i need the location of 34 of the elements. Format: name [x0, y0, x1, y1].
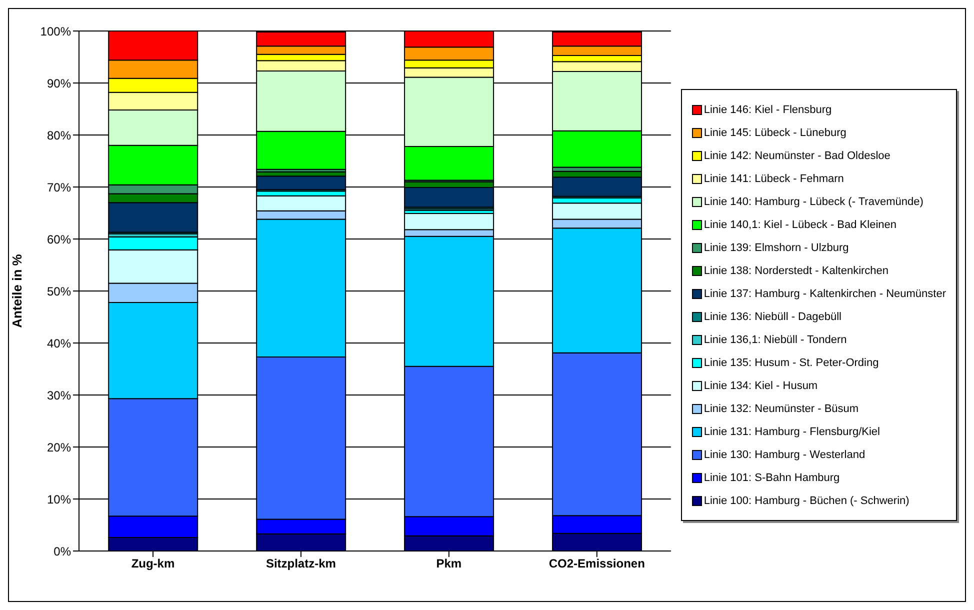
x-tick-label: Zug-km: [131, 556, 175, 571]
legend-label: Linie 132: Neumünster - Büsum: [704, 402, 859, 414]
legend-label: Linie 141: Lübeck - Fehmarn: [704, 172, 844, 184]
x-tick-label: Sitzplatz-km: [266, 556, 336, 571]
legend-label: Linie 146: Kiel - Flensburg: [704, 104, 832, 116]
y-tick-label: 10%: [46, 492, 72, 506]
legend-label: Linie 134: Kiel - Husum: [704, 380, 818, 392]
legend-label: Linie 100: Hamburg - Büchen (- Schwerin): [704, 494, 910, 506]
y-tick-label: 90%: [46, 76, 72, 90]
y-tick-label: 40%: [46, 336, 72, 350]
y-tick-label: 0%: [54, 544, 72, 558]
y-tick-label: 30%: [46, 388, 72, 402]
legend-label: Linie 138: Norderstedt - Kaltenkirchen: [704, 264, 889, 276]
legend-label: Linie 139: Elmshorn - Ulzburg: [704, 242, 849, 254]
legend-label: Linie 142: Neumünster - Bad Oldesloe: [704, 150, 890, 162]
legend-label: Linie 140,1: Kiel - Lübeck - Bad Kleinen: [704, 218, 896, 230]
legend-label: Linie 136,1: Niebüll - Tondern: [704, 334, 847, 346]
y-tick-label: 100%: [40, 24, 72, 38]
legend-label: Linie 137: Hamburg - Kaltenkirchen - Neumünster: [704, 288, 946, 300]
legend-label: Linie 140: Hamburg - Lübeck (- Travemünde): [704, 196, 924, 208]
legend-label: Linie 145: Lübeck - Lüneburg: [704, 126, 846, 138]
x-tick-label: CO2-Emissionen: [548, 556, 645, 571]
legend-label: Linie 130: Hamburg - Westerland: [704, 448, 866, 460]
y-tick-label: 60%: [46, 232, 72, 246]
legend-label: Linie 136: Niebüll - Dagebüll: [704, 310, 842, 322]
y-tick-label: 80%: [46, 128, 72, 142]
legend-label: Linie 101: S-Bahn Hamburg: [704, 472, 840, 484]
x-tick-label: Pkm: [436, 556, 462, 571]
legend-label: Linie 131: Hamburg - Flensburg/Kiel: [704, 426, 880, 438]
y-axis-title: Anteile in %: [10, 254, 25, 328]
y-tick-label: 20%: [46, 440, 72, 454]
y-tick-label: 70%: [46, 180, 72, 194]
y-tick-label: 50%: [46, 284, 72, 298]
legend-label: Linie 135: Husum - St. Peter-Ording: [704, 356, 879, 368]
